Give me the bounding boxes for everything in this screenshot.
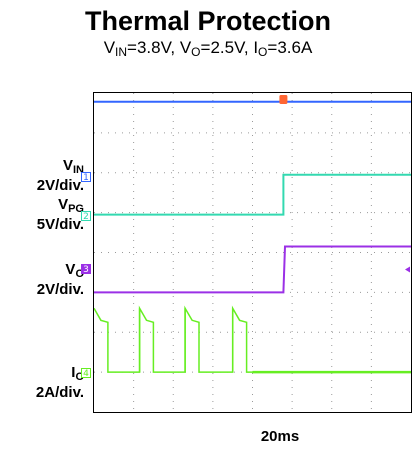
- channel-4-marker: 4: [81, 368, 91, 379]
- channel-2-marker: 2: [81, 211, 91, 222]
- io-pulse: [231, 305, 253, 373]
- io-pulse: [138, 305, 186, 373]
- io-pulse: [94, 307, 141, 373]
- vpg-trace: [94, 173, 411, 216]
- chart-title: Thermal Protection: [84, 6, 332, 36]
- channel-1-marker: 1: [81, 172, 91, 183]
- trigger-marker: [279, 95, 288, 104]
- chart-subtitle: VIN=3.8V, VO=2.5V, IO=3.6A: [103, 38, 313, 59]
- vo-level-arrow: [405, 266, 410, 273]
- vin-channel-label: VIN 2V/div.: [36, 157, 84, 194]
- timebase-label: 20ms: [260, 428, 300, 445]
- channel-3-marker: 3: [81, 264, 91, 275]
- io-channel-label: IO 2A/div.: [35, 364, 84, 401]
- scope-plot-area: [93, 92, 412, 413]
- io-pulse: [184, 305, 234, 373]
- vo-trace: [94, 245, 411, 294]
- vpg-channel-label: VPG 5V/div.: [36, 196, 84, 233]
- scope-traces: [94, 93, 411, 412]
- vo-channel-label: VO 2V/div.: [36, 261, 84, 298]
